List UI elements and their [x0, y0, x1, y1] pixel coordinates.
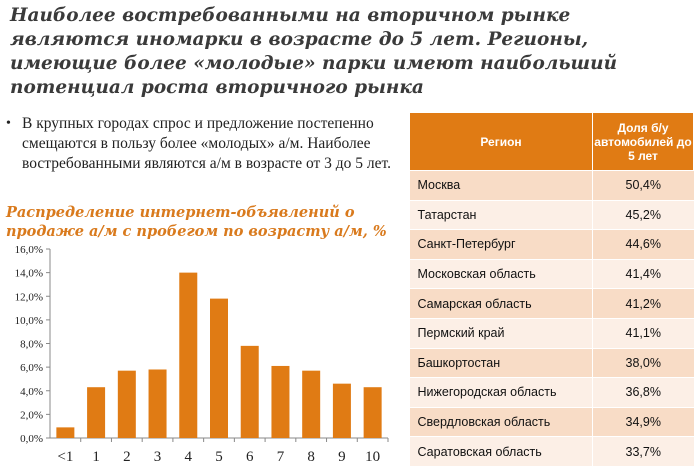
x-tick-label: 5 — [215, 449, 223, 465]
share-value-cell: 38,0% — [592, 348, 694, 379]
y-tick-label: 8,0% — [20, 339, 43, 351]
bar-age-9 — [332, 383, 351, 438]
table-row: Татарстан 45,2% — [409, 200, 694, 231]
x-tick-label: 7 — [277, 449, 285, 465]
y-tick-label: 12,0% — [15, 291, 43, 303]
region-name-cell: Самарская область — [409, 288, 593, 319]
y-tick-label: 4,0% — [20, 386, 43, 398]
x-tick-label: 1 — [92, 449, 100, 465]
x-tick-label: 4 — [185, 449, 193, 465]
bullet-point: • В крупных городах спрос и предложение … — [6, 114, 396, 174]
table-row: Нижегородская область 36,8% — [409, 377, 694, 408]
table-row: Саратовская область 33,7% — [409, 436, 694, 467]
region-name-cell: Санкт-Петербург — [409, 229, 593, 260]
bar-age-6 — [240, 345, 259, 438]
region-name-cell: Башкортостан — [409, 348, 593, 379]
bar-age-3 — [148, 369, 167, 438]
y-tick-label: 6,0% — [20, 362, 43, 374]
share-value-cell: 50,4% — [592, 170, 694, 201]
share-value-cell: 44,6% — [592, 229, 694, 260]
bar-age-1 — [87, 387, 106, 438]
column-header-region: Регион — [409, 112, 593, 171]
bar-age-2 — [117, 370, 136, 438]
table-row: Санкт-Петербург 44,6% — [409, 229, 694, 260]
bar-age-7 — [271, 365, 290, 438]
bullet-icon: • — [6, 116, 11, 131]
table-row: Башкортостан 38,0% — [409, 348, 694, 379]
bar-age-5 — [210, 298, 228, 438]
table-body: Москва 50,4% Татарстан 45,2% Санкт-Петербург… — [409, 170, 694, 467]
region-name-cell: Нижегородская область — [409, 377, 593, 408]
bullet-text: В крупных городах спрос и предложение по… — [22, 115, 392, 172]
y-tick-label: 2,0% — [20, 409, 43, 421]
share-value-cell: 36,8% — [592, 377, 694, 408]
regions-table: Регион Доля б/у автомобилей до 5 лет Мос… — [409, 112, 694, 467]
share-value-cell: 45,2% — [592, 200, 694, 231]
chart-title: Распределение интернет-объявлений о прод… — [6, 204, 387, 240]
x-tick-label: 6 — [246, 449, 254, 465]
share-value-cell: 41,2% — [592, 288, 694, 319]
share-value-cell: 34,9% — [592, 407, 694, 438]
y-tick-label: 14,0% — [15, 268, 43, 280]
x-tick-label: 9 — [338, 449, 346, 465]
bar-age-0 — [56, 427, 75, 438]
y-tick-label: 10,0% — [15, 315, 43, 327]
share-value-cell: 41,4% — [592, 259, 694, 290]
x-tick-label: 2 — [123, 449, 131, 465]
bar-age-8 — [302, 370, 321, 438]
age-distribution-chart: 0,0% 2,0% 4,0% 6,0% 8,0% 10,0% 12,0% 14,0% 16,0%… — [15, 244, 389, 465]
region-name-cell: Свердловская область — [409, 407, 593, 438]
column-header-share: Доля б/у автомобилей до 5 лет — [592, 112, 694, 171]
x-tick-label: <1 — [57, 449, 73, 465]
x-tick-label: 8 — [307, 449, 315, 465]
x-tick-label: 10 — [365, 449, 380, 465]
y-tick-label: 16,0% — [15, 244, 43, 256]
share-value-cell: 41,1% — [592, 318, 694, 349]
bar-age-4 — [179, 272, 198, 438]
region-name-cell: Москва — [409, 170, 593, 201]
region-name-cell: Московская область — [409, 259, 593, 290]
bar-age-10 — [363, 387, 382, 438]
table-header-row: Регион Доля б/у автомобилей до 5 лет — [409, 112, 694, 171]
table-row: Московская область 41,4% — [409, 259, 694, 290]
share-value-cell: 33,7% — [592, 436, 694, 467]
region-name-cell: Татарстан — [409, 200, 593, 231]
region-name-cell: Саратовская область — [409, 436, 593, 467]
region-name-cell: Пермский край — [409, 318, 593, 349]
table-row: Свердловская область 34,9% — [409, 407, 694, 438]
table-row: Москва 50,4% — [409, 170, 694, 201]
x-tick-label: 3 — [154, 449, 162, 465]
table-row: Самарская область 41,2% — [409, 288, 694, 319]
headline: Наиболее востребованными на вторичном ры… — [10, 5, 618, 98]
table-row: Пермский край 41,1% — [409, 318, 694, 349]
y-tick-label: 0,0% — [20, 433, 43, 445]
